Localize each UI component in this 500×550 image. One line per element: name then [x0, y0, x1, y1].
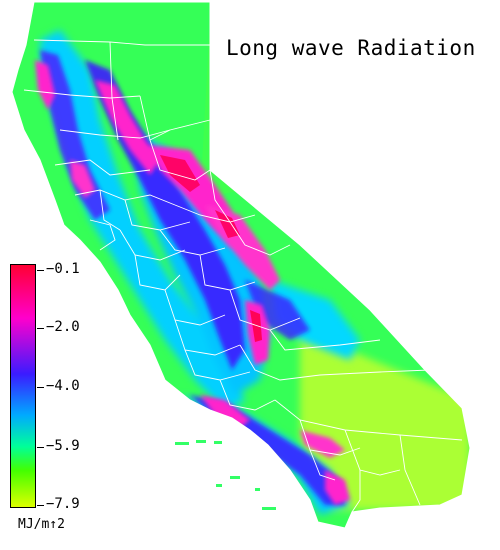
legend-tick-5 — [37, 505, 44, 506]
legend-label-1: −0.1 — [46, 261, 80, 277]
legend-label-3: −4.0 — [46, 378, 80, 394]
color-scale-bar — [10, 264, 36, 508]
state-outline — [11, 1, 471, 529]
legend-tick-1 — [37, 270, 44, 271]
legend-label-2: −2.0 — [46, 319, 80, 335]
channel-islands — [175, 440, 276, 510]
map-title: Long wave Radiation — [226, 36, 476, 60]
legend-tick-3 — [37, 387, 44, 388]
county-boundaries — [23, 39, 463, 513]
legend-label-4: −5.9 — [46, 438, 80, 454]
legend-label-5: −7.9 — [46, 496, 80, 512]
legend-tick-2 — [37, 328, 44, 329]
legend-units: MJ/m↑2 — [18, 517, 65, 532]
legend-tick-4 — [37, 447, 44, 448]
